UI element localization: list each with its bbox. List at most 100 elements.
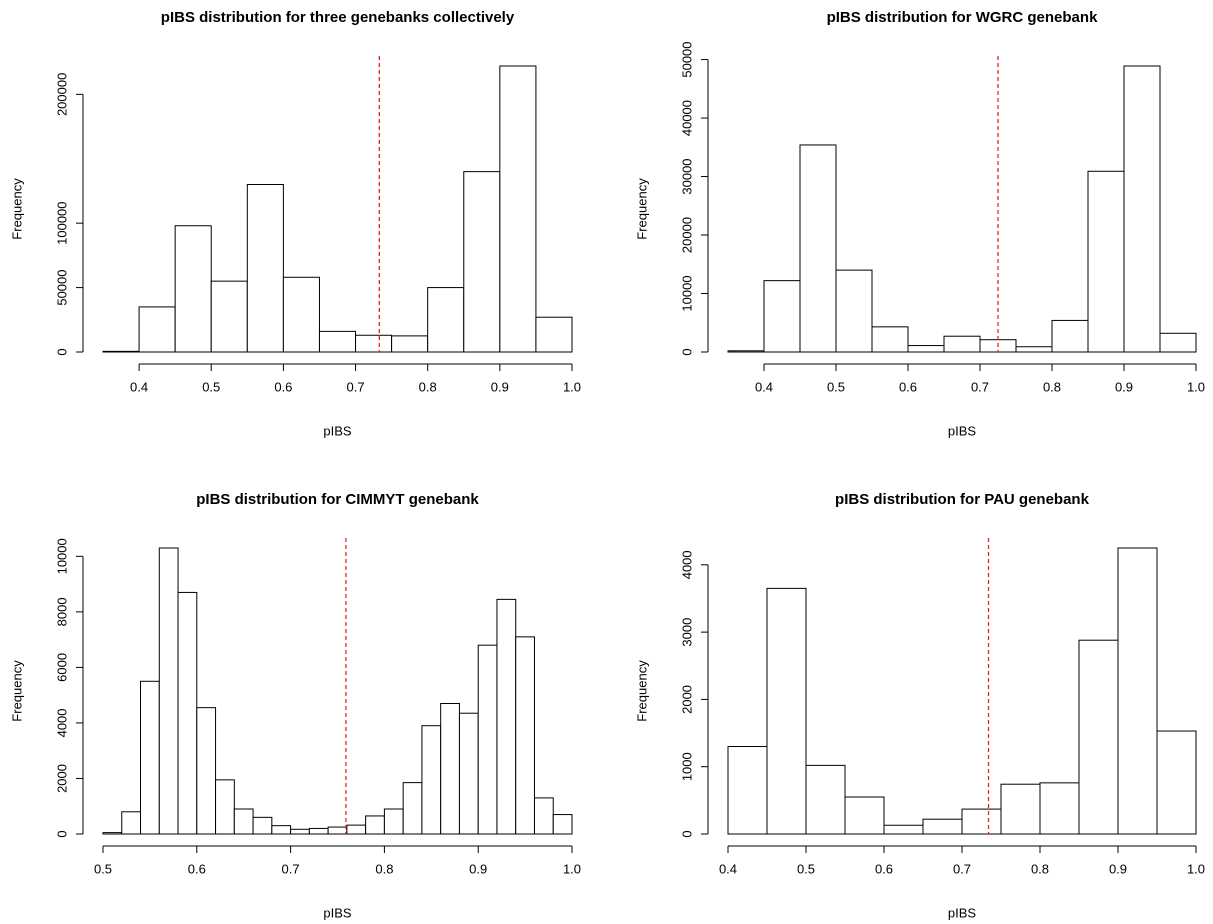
bar — [383, 808, 404, 835]
bar — [282, 276, 320, 353]
y-tick-label: 100000 — [54, 201, 69, 244]
y-axis-label: Frequency — [634, 178, 649, 240]
bar — [177, 591, 198, 835]
bar — [102, 350, 140, 353]
chart-title: pIBS distribution for three genebanks co… — [161, 9, 515, 26]
x-tick-label: 0.9 — [1109, 861, 1127, 876]
y-tick-label: 0 — [54, 348, 69, 355]
bar — [1000, 783, 1041, 835]
bar — [799, 144, 837, 353]
bar — [552, 814, 573, 835]
bar — [1015, 346, 1053, 353]
bar — [907, 345, 945, 353]
y-tick-label: 0 — [54, 830, 69, 837]
x-tick-label: 0.7 — [282, 861, 300, 876]
x-tick-label: 0.7 — [971, 379, 989, 394]
bar — [922, 818, 963, 835]
y-tick-label: 0 — [679, 348, 694, 355]
bar — [158, 547, 179, 835]
chart-title: pIBS distribution for WGRC genebank — [827, 9, 1098, 26]
bar — [496, 598, 517, 835]
x-tick-label: 0.9 — [491, 379, 509, 394]
bar — [427, 287, 465, 353]
x-tick-label: 0.8 — [1031, 861, 1049, 876]
bar — [1123, 65, 1161, 353]
x-tick-label: 1.0 — [563, 379, 581, 394]
x-tick-label: 0.9 — [1115, 379, 1133, 394]
y-tick-label: 30000 — [679, 158, 694, 194]
y-tick-label: 2000 — [679, 685, 694, 714]
x-axis-label: pIBS — [948, 423, 977, 438]
bar — [1039, 782, 1080, 835]
bar — [763, 280, 801, 353]
bar — [355, 334, 393, 353]
bar — [499, 65, 537, 353]
y-axis-label: Frequency — [9, 178, 24, 240]
bar — [727, 746, 768, 835]
bar — [533, 797, 554, 835]
bar — [102, 832, 123, 835]
x-tick-label: 0.8 — [419, 379, 437, 394]
x-tick-label: 0.8 — [375, 861, 393, 876]
y-tick-label: 200000 — [54, 73, 69, 116]
bar — [943, 335, 981, 353]
x-axis-label: pIBS — [323, 423, 352, 438]
bar — [174, 225, 212, 353]
bar — [308, 827, 329, 835]
bar — [318, 330, 357, 353]
bar — [835, 269, 873, 353]
x-axis-label: pIBS — [948, 905, 977, 920]
y-tick-label: 1000 — [679, 752, 694, 781]
x-tick-label: 0.5 — [202, 379, 220, 394]
x-tick-label: 1.0 — [1187, 861, 1205, 876]
y-tick-label: 40000 — [679, 100, 694, 136]
bar — [440, 702, 460, 835]
y-tick-label: 3000 — [679, 618, 694, 647]
x-tick-label: 0.4 — [130, 379, 148, 394]
y-tick-label: 8000 — [54, 597, 69, 626]
x-tick-label: 0.6 — [188, 861, 206, 876]
x-tick-label: 0.4 — [755, 379, 773, 394]
bar — [766, 587, 807, 835]
x-axis-label: pIBS — [323, 905, 352, 920]
bar — [463, 171, 501, 353]
x-tick-label: 0.5 — [827, 379, 845, 394]
bar — [252, 816, 273, 835]
bar — [535, 316, 573, 353]
bar — [727, 350, 765, 353]
y-axis-label: Frequency — [9, 660, 24, 722]
chart-title: pIBS distribution for CIMMYT genebank — [196, 491, 479, 508]
bar — [140, 680, 160, 835]
y-tick-label: 20000 — [679, 217, 694, 253]
bar — [883, 824, 924, 835]
x-tick-label: 0.4 — [719, 861, 737, 876]
bar — [246, 184, 284, 353]
bar — [458, 712, 479, 835]
bar — [346, 824, 367, 835]
bar — [138, 306, 176, 353]
chart-title: pIBS distribution for PAU genebank — [835, 491, 1090, 508]
bar — [210, 280, 248, 353]
y-tick-label: 50000 — [54, 270, 69, 306]
bar — [271, 825, 292, 835]
x-tick-label: 0.7 — [346, 379, 364, 394]
x-tick-label: 1.0 — [563, 861, 581, 876]
bar — [1087, 170, 1125, 353]
y-tick-label: 4000 — [679, 550, 694, 579]
bar — [391, 335, 429, 353]
bar — [421, 725, 442, 835]
y-tick-label: 10000 — [679, 275, 694, 311]
bar — [515, 636, 535, 835]
x-tick-label: 0.6 — [875, 861, 893, 876]
bar — [233, 808, 254, 835]
y-axis-label: Frequency — [634, 660, 649, 722]
bar — [1156, 730, 1197, 835]
y-tick-label: 6000 — [54, 653, 69, 682]
x-tick-label: 0.5 — [797, 861, 815, 876]
bar — [196, 707, 217, 835]
x-tick-label: 0.7 — [953, 861, 971, 876]
bar — [365, 815, 385, 835]
y-tick-label: 4000 — [54, 708, 69, 737]
y-tick-label: 0 — [679, 830, 694, 837]
x-tick-label: 0.5 — [94, 861, 112, 876]
